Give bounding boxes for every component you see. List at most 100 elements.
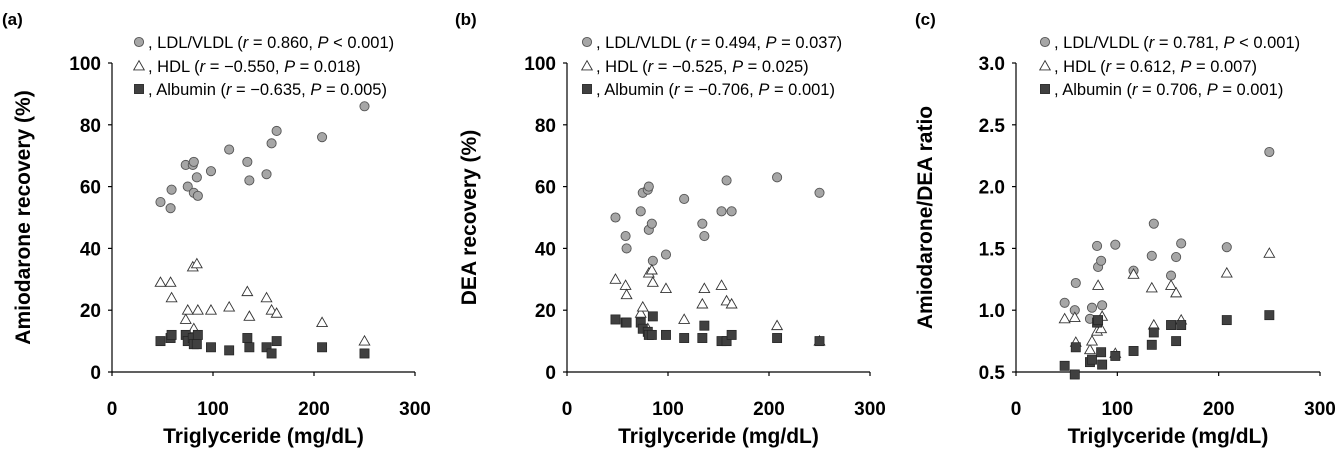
data-point bbox=[1096, 255, 1107, 266]
x-tick-label: 0 bbox=[562, 399, 573, 420]
data-point bbox=[621, 243, 632, 254]
data-point bbox=[634, 307, 647, 318]
data-point bbox=[678, 313, 691, 324]
data-point bbox=[164, 276, 177, 287]
data-point bbox=[645, 263, 658, 275]
data-point bbox=[1164, 279, 1178, 290]
data-point bbox=[223, 300, 236, 312]
data-point bbox=[182, 181, 193, 192]
data-point bbox=[659, 282, 673, 293]
data-point bbox=[814, 336, 825, 347]
y-tick-label: 1.0 bbox=[979, 301, 1005, 322]
legend-marker-square bbox=[1040, 84, 1050, 94]
data-point bbox=[772, 333, 783, 343]
data-point bbox=[1097, 359, 1108, 370]
x-tick-label: 300 bbox=[399, 399, 431, 420]
data-point bbox=[621, 317, 632, 328]
y-axis-title: Amiodarone/DEA ratio bbox=[914, 106, 937, 329]
data-point bbox=[1070, 277, 1081, 289]
data-point bbox=[610, 212, 621, 223]
data-point bbox=[1146, 339, 1157, 350]
data-point bbox=[1097, 300, 1108, 311]
y-tick-label: 0 bbox=[545, 363, 556, 384]
series-hdl bbox=[609, 263, 826, 346]
chart-panel-2: (b) 0 20 40 60 80 100 0 100 200 300 Triglyceride (m… bbox=[455, 10, 886, 448]
legend-entry: , HDL (r = −0.550, P = 0.018) bbox=[132, 58, 361, 76]
series-ldl-vldl bbox=[155, 101, 370, 214]
data-point bbox=[190, 257, 203, 269]
data-point bbox=[699, 320, 710, 331]
x-tick-label: 300 bbox=[1304, 399, 1336, 420]
legend-entry: , LDL/VLDL (r = 0.494, P = 0.037) bbox=[581, 34, 842, 52]
data-point bbox=[1176, 238, 1187, 249]
data-point bbox=[317, 132, 328, 143]
data-point bbox=[1110, 239, 1121, 250]
x-tick-label: 200 bbox=[298, 399, 330, 420]
x-tick-label: 200 bbox=[753, 399, 785, 420]
x-tick-label: 100 bbox=[1101, 399, 1133, 420]
data-point bbox=[191, 339, 202, 350]
data-point bbox=[1068, 311, 1081, 323]
x-tick-label: 200 bbox=[1203, 399, 1235, 420]
y-axis-title: Amiodarone recovery (%) bbox=[12, 90, 35, 344]
data-point bbox=[224, 345, 235, 356]
legend-label: , HDL (r = −0.550, P = 0.018) bbox=[148, 58, 361, 76]
panel-letter: (b) bbox=[455, 10, 477, 29]
data-point bbox=[1165, 270, 1177, 281]
y-tick-label: 3.0 bbox=[979, 54, 1005, 75]
data-point bbox=[661, 329, 671, 340]
data-point bbox=[1264, 146, 1275, 158]
legend-marker-triangle bbox=[132, 59, 146, 71]
legend-entry: , LDL/VLDL (r = 0.860, P < 0.001) bbox=[133, 34, 394, 52]
data-point bbox=[619, 279, 632, 290]
legend-marker-circle bbox=[581, 36, 593, 48]
data-point bbox=[647, 311, 658, 322]
data-point bbox=[646, 329, 657, 340]
series-ldl-vldl bbox=[610, 172, 825, 266]
legend-label: , LDL/VLDL (r = 0.781, P < 0.001) bbox=[1054, 34, 1300, 52]
data-point bbox=[191, 172, 202, 183]
x-tick-label: 100 bbox=[652, 399, 684, 420]
legend-marker-circle bbox=[1039, 36, 1051, 48]
data-point bbox=[1085, 334, 1099, 346]
series-albumin bbox=[1059, 310, 1275, 380]
data-point bbox=[636, 300, 649, 312]
data-point bbox=[646, 218, 657, 229]
data-point bbox=[1058, 312, 1071, 324]
data-point bbox=[242, 333, 253, 343]
y-tick-label: 80 bbox=[535, 116, 556, 137]
data-point bbox=[1148, 327, 1159, 338]
y-tick-label: 100 bbox=[524, 54, 556, 75]
x-tick-label: 300 bbox=[854, 399, 886, 420]
data-point bbox=[1264, 310, 1275, 321]
data-point bbox=[1263, 247, 1276, 258]
data-point bbox=[725, 297, 738, 309]
data-point bbox=[1145, 281, 1158, 293]
data-point bbox=[266, 138, 277, 149]
data-point bbox=[1171, 252, 1182, 263]
data-point bbox=[610, 314, 621, 325]
data-point bbox=[699, 230, 710, 242]
data-point bbox=[241, 285, 254, 297]
series-ldl-vldl bbox=[1059, 146, 1275, 324]
data-point bbox=[1059, 297, 1070, 308]
data-point bbox=[1221, 242, 1232, 253]
chart-panel-1: (a) 0 20 40 60 80 100 0 100 200 300 Triglyceride (m… bbox=[2, 10, 431, 448]
y-tick-label: 20 bbox=[80, 301, 101, 322]
data-point bbox=[1093, 315, 1104, 326]
data-point bbox=[166, 329, 177, 340]
data-point bbox=[1070, 342, 1081, 353]
legend-marker-square bbox=[134, 84, 144, 94]
data-point bbox=[721, 175, 732, 186]
data-point bbox=[317, 342, 328, 353]
data-point bbox=[696, 297, 709, 309]
chart-panel-3: (c) 0.5 1.0 1.5 2.0 2.5 3.0 0 100 200 300 Triglycer… bbox=[914, 10, 1336, 448]
data-point bbox=[260, 291, 273, 303]
y-tick-label: 20 bbox=[535, 301, 556, 322]
data-point bbox=[181, 304, 194, 315]
data-point bbox=[359, 348, 370, 359]
data-point bbox=[165, 291, 178, 303]
y-tick-label: 2.5 bbox=[979, 116, 1006, 137]
legend-entry: , Albumin (r = −0.635, P = 0.005) bbox=[134, 81, 387, 99]
